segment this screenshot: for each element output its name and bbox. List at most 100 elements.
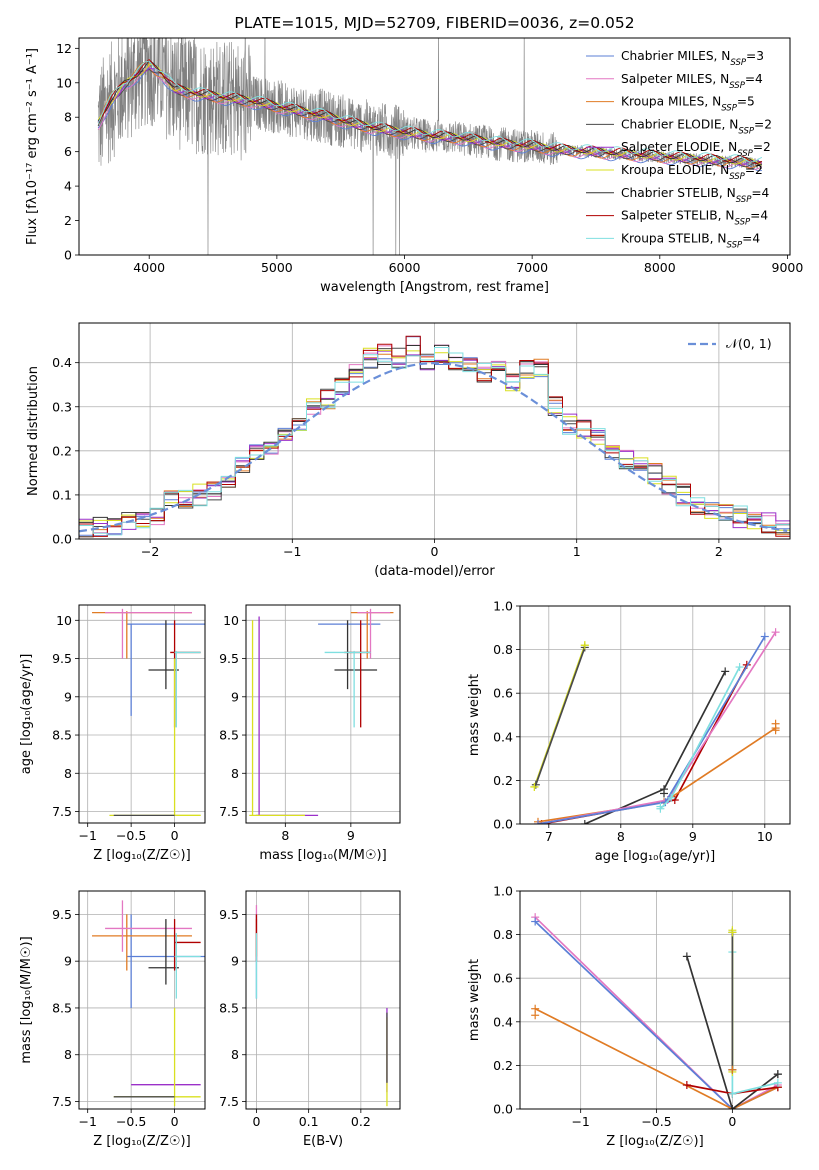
series-line-kroupa_miles	[537, 727, 777, 823]
x-axis-label: Z [log₁₀(Z/Z☉)]	[606, 1134, 703, 1149]
y-tick-label: 7.5	[52, 804, 72, 819]
y-tick-label: 0.4	[493, 1014, 513, 1029]
point-kroupa_elodie	[113, 1007, 201, 1107]
y-tick-label: 0.3	[52, 399, 72, 414]
panel-mass_Z: −1 −0.5 0 7.5 8 8.5 9 9.5 Z [log₁₀(Z/Z☉)] mass [l…	[19, 890, 206, 1149]
plus-marker	[771, 628, 780, 637]
y-tick-label: 0.2	[493, 1058, 513, 1073]
point-kroupa_miles	[350, 611, 394, 659]
series-line-chabrier_miles	[537, 636, 766, 824]
x-tick-label: 0	[171, 1114, 179, 1129]
plus-marker	[667, 793, 676, 802]
x-tick-label: 0.1	[299, 1114, 319, 1129]
x-tick-label: 4000	[133, 260, 165, 275]
axes-frame	[519, 890, 791, 1110]
plus-marker	[682, 952, 691, 961]
model-line-kroupa_stelib	[97, 60, 763, 163]
legend-label: Salpeter ELODIE, NSSP=2	[621, 140, 771, 159]
plus-marker	[728, 1105, 737, 1109]
axes-frame	[519, 605, 791, 825]
panel-age_mass: 8 9 7.5 8 8.5 9 9.5 10 mass [log₁₀(M/M☉)]	[219, 604, 401, 863]
plot-area	[246, 605, 400, 823]
x-tick-label: 10	[757, 829, 773, 844]
y-axis-label: mass weight	[467, 674, 482, 756]
plus-marker	[531, 1011, 540, 1020]
x-tick-label: 0	[171, 828, 179, 843]
y-tick-label: 9.5	[52, 651, 72, 666]
y-axis-label: mass [log₁₀(M/M☉)]	[19, 936, 34, 1063]
x-tick-label: 0.2	[351, 1114, 371, 1129]
model-line-kroupa_elodie	[97, 64, 763, 166]
plus-marker	[580, 641, 589, 650]
panel-mass_ebv: 0 0.1 0.2 7.5 8 8.5 9 9.5 E(B-V)	[219, 890, 401, 1149]
y-tick-label: 7.5	[52, 1094, 72, 1109]
legend-label: Chabrier MILES, NSSP=3	[621, 49, 764, 68]
panel-hist: −2 −1 0 1 2 0.0 0.1 0.2 0.3 0.4 (data-model)/error…	[26, 322, 791, 579]
point-salpeter_miles	[105, 900, 192, 952]
plot-area	[246, 891, 400, 1109]
axes-frame	[245, 604, 401, 824]
y-tick-label: 8	[64, 110, 72, 125]
point-chabrier_stelib	[148, 919, 179, 985]
y-tick-label: 10	[223, 613, 239, 628]
x-tick-label: 7000	[516, 260, 548, 275]
plus-marker	[721, 667, 730, 676]
point-kroupa_miles	[92, 914, 192, 971]
hist-step-kroupa_stelib	[79, 347, 790, 536]
x-axis-label: mass [log₁₀(M/M☉)]	[259, 848, 386, 863]
legend-label: Chabrier STELIB, NSSP=4	[621, 186, 770, 205]
y-tick-label: 0.6	[493, 971, 513, 986]
series-line-salpeter_miles	[537, 631, 777, 824]
y-tick-label: 8.5	[52, 728, 72, 743]
y-tick-label: 12	[56, 41, 72, 56]
plus-marker	[534, 820, 542, 824]
point-kroupa_elodie	[249, 620, 305, 817]
x-tick-label: 7	[545, 829, 553, 844]
point-chabrier_stelib	[148, 620, 179, 690]
legend-label: Kroupa ELODIE, NSSP=2	[621, 163, 763, 182]
y-tick-label: 0.2	[52, 443, 72, 458]
point-kroupa_miles	[92, 611, 192, 659]
plus-marker	[530, 782, 539, 791]
y-tick-label: 8.5	[219, 728, 239, 743]
hist-step-salpeter_stelib	[79, 335, 790, 537]
axes-frame	[78, 890, 206, 1110]
x-tick-label: 9	[347, 828, 355, 843]
x-axis-label: wavelength [Angstrom, rest frame]	[320, 280, 549, 295]
axes-frame	[78, 37, 791, 256]
y-tick-label: 9.5	[219, 907, 239, 922]
y-tick-label: 8	[64, 1047, 72, 1062]
series-line-chabrier_stelib	[584, 671, 726, 824]
series-line-salpeter_miles	[534, 916, 779, 1109]
plot-area	[79, 605, 205, 823]
point-kroupa_stelib	[174, 650, 201, 728]
y-tick-label: 2	[64, 213, 72, 228]
plus-marker	[728, 928, 737, 937]
point-kroupa_stelib	[174, 933, 201, 999]
plus-marker	[735, 663, 744, 672]
point-chabrier_miles	[126, 623, 205, 716]
y-tick-label: 0.0	[493, 1102, 513, 1117]
plus-marker	[682, 1081, 691, 1090]
y-tick-label: 0.6	[493, 686, 513, 701]
legend-label: Salpeter STELIB, NSSP=4	[621, 209, 768, 228]
plot-area	[79, 891, 205, 1109]
y-tick-label: 0	[64, 248, 72, 263]
series-line-chabrier_elodie	[534, 647, 586, 786]
y-tick-label: 1.0	[493, 884, 513, 899]
plot-area	[97, 38, 763, 255]
panel-spectrum: 4000 5000 6000 7000 8000 9000 0 2 4 6 8 10 12 wavelen…	[25, 14, 803, 295]
y-tick-label: 9	[231, 954, 239, 969]
y-tick-label: 7.5	[219, 804, 239, 819]
y-tick-label: 8	[231, 766, 239, 781]
observed-spectrum	[97, 38, 762, 255]
legend-label: Chabrier ELODIE, NSSP=2	[621, 117, 772, 136]
plus-marker	[660, 789, 668, 798]
x-tick-label: −1	[78, 828, 96, 843]
y-tick-label: 0.8	[493, 642, 513, 657]
x-tick-label: 2	[715, 544, 723, 559]
x-tick-label: −0.5	[116, 1114, 146, 1129]
y-tick-label: 8.5	[52, 1000, 72, 1015]
y-tick-label: 0.2	[493, 773, 513, 788]
